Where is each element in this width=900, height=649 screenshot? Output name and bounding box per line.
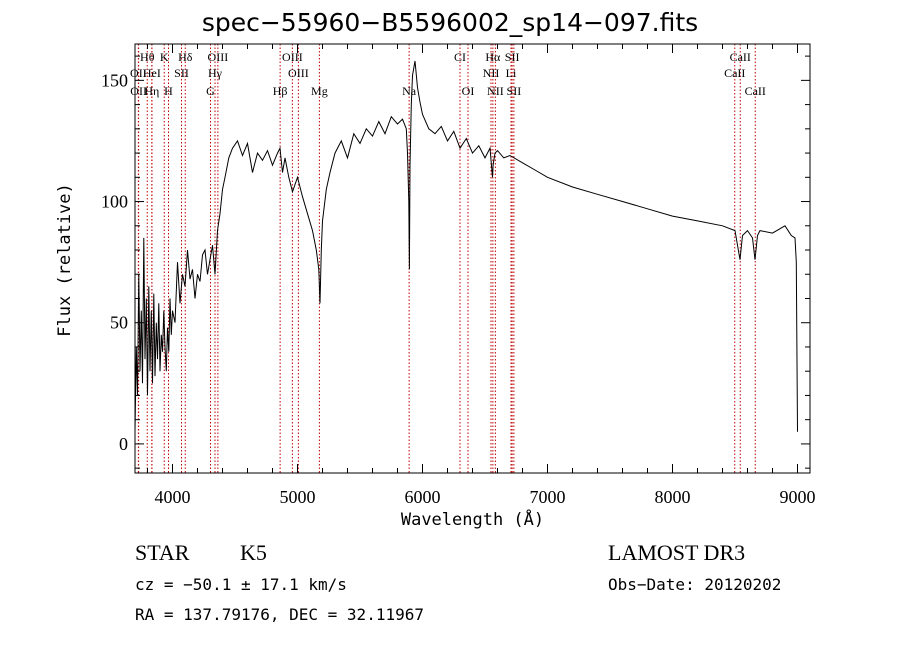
spectral-line-label: CaII <box>724 66 745 80</box>
spectral-line-label: Hθ <box>140 50 155 64</box>
object-subclass: K5 <box>240 540 267 565</box>
spectral-line-label: SII <box>505 50 520 64</box>
y-tick-label: 0 <box>119 434 128 454</box>
x-tick-label: 9000 <box>780 487 816 507</box>
y-tick-label: 50 <box>110 313 128 333</box>
observation-date: Obs−Date: 20120202 <box>608 575 782 594</box>
spectral-line-label: CaII <box>730 50 751 64</box>
survey-name: LAMOST DR3 <box>608 540 746 565</box>
spectral-line-label: Hδ <box>178 50 193 64</box>
spectral-line-label: Mg <box>311 84 328 98</box>
spectral-line-markers <box>137 44 756 473</box>
spectral-line-label: SII <box>507 84 522 98</box>
y-axis-label: Flux (relative) <box>55 183 75 337</box>
spectral-line-label: SII <box>174 66 189 80</box>
y-tick-label: 100 <box>101 192 128 212</box>
spectral-line-label: CI <box>454 50 466 64</box>
x-tick-label: 4000 <box>155 487 191 507</box>
spectral-line-label: Hβ <box>273 84 288 98</box>
spectral-line-label: Hη <box>144 84 159 98</box>
redshift-text: cz = −50.1 ± 17.1 km/s <box>135 575 347 594</box>
spectral-line-label: Hα <box>485 50 501 64</box>
spectral-line-label: OI <box>462 84 475 98</box>
spectral-line-label: HeI <box>143 66 161 80</box>
spectral-line-label: OIII <box>282 50 303 64</box>
spectral-line-label: OIII <box>288 66 309 80</box>
spectral-line-label: CaII <box>745 84 766 98</box>
spectral-line-label: OII <box>130 84 147 98</box>
spectral-line-label: OII <box>130 66 147 80</box>
x-tick-label: 8000 <box>655 487 691 507</box>
coordinates-text: RA = 137.79176, DEC = 32.11967 <box>135 605 424 624</box>
chart-title: spec−55960−B5596002_sp14−097.fits <box>201 8 699 37</box>
spectral-line-label: NII <box>487 84 504 98</box>
x-tick-label: 5000 <box>280 487 316 507</box>
spectral-line-label: H <box>164 84 173 98</box>
x-tick-label: 7000 <box>530 487 566 507</box>
spectral-line-label: K <box>160 50 169 64</box>
y-axis-ticks: 0 50 100 150 <box>101 55 810 469</box>
spectral-line-label: Hγ <box>208 66 223 80</box>
spectral-line-label: OIII <box>208 50 229 64</box>
spectral-line-label: Na <box>402 84 417 98</box>
spectral-line-label: G <box>206 84 215 98</box>
object-class: STAR <box>135 540 190 565</box>
x-axis-ticks: 4000 5000 6000 7000 8000 9000 <box>147 44 816 507</box>
y-tick-label: 150 <box>101 70 128 90</box>
x-tick-label: 6000 <box>405 487 441 507</box>
spectrum-series-line <box>134 60 798 432</box>
spectral-line-label: Li <box>506 66 517 80</box>
spectral-line-label: NII <box>483 66 500 80</box>
x-axis-label: Wavelength (Å) <box>400 510 545 530</box>
plot-frame <box>134 43 811 474</box>
